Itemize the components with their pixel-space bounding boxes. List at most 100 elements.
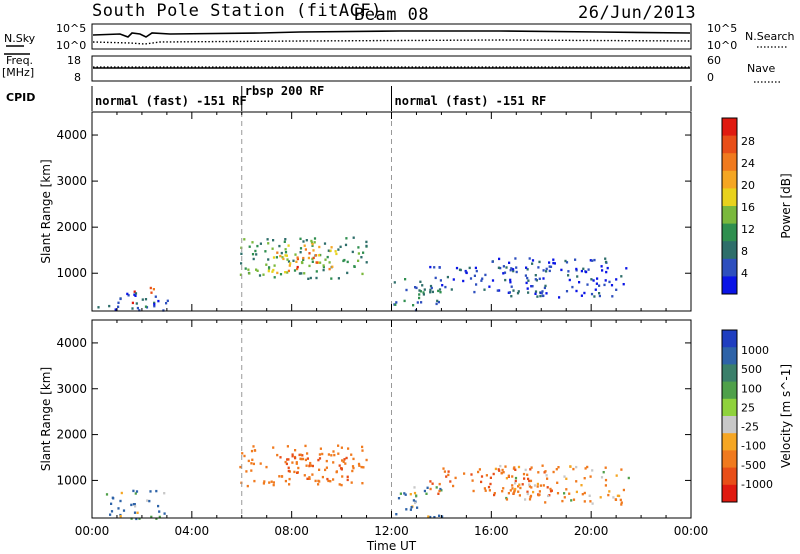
data-cell <box>357 246 360 249</box>
freq-tick-bottom: 8 <box>74 71 81 84</box>
data-cell <box>287 269 290 273</box>
data-cell <box>439 279 442 282</box>
data-cell <box>548 269 551 273</box>
data-cell <box>542 484 545 487</box>
data-cell <box>333 453 336 457</box>
data-cell <box>122 509 126 512</box>
data-cell <box>616 494 619 497</box>
data-cell <box>318 480 321 483</box>
data-cell <box>429 480 432 483</box>
data-cell <box>447 470 450 473</box>
data-cell <box>580 294 583 297</box>
data-cell <box>423 288 426 291</box>
data-cell <box>598 294 601 298</box>
data-cell <box>332 478 335 481</box>
data-cell <box>501 490 504 493</box>
data-cell <box>549 487 552 491</box>
data-cell <box>493 493 496 497</box>
data-cell <box>403 492 406 495</box>
data-cell <box>307 256 310 260</box>
data-cell <box>429 288 432 292</box>
data-cell <box>268 266 271 269</box>
data-cell <box>444 285 447 289</box>
data-cell <box>545 474 548 477</box>
data-cell <box>575 480 578 483</box>
data-cell <box>344 462 347 465</box>
data-cell <box>575 490 578 494</box>
data-cell <box>267 267 271 270</box>
y-tick-label: 2000 <box>56 220 87 234</box>
data-cell <box>262 273 265 276</box>
data-cell <box>148 499 151 503</box>
data-cell <box>512 492 515 495</box>
velocity-colorbar-band <box>722 433 737 451</box>
data-cell <box>252 445 255 448</box>
power-colorbar-band <box>722 241 737 260</box>
data-cell <box>315 270 318 273</box>
data-cell <box>299 237 302 240</box>
data-cell <box>339 467 343 470</box>
data-cell <box>620 503 623 506</box>
data-cell <box>475 283 478 286</box>
data-cell <box>493 492 496 495</box>
data-cell <box>465 271 468 275</box>
data-cell <box>141 298 144 301</box>
data-cell <box>321 452 324 456</box>
data-cell <box>155 489 158 493</box>
data-cell <box>608 280 611 284</box>
data-cell <box>544 470 547 473</box>
beam-title: Beam 08 <box>354 5 429 25</box>
x-tick-label: 04:00 <box>175 524 210 538</box>
data-cell <box>575 465 578 469</box>
data-cell <box>588 494 591 497</box>
data-cell <box>397 497 401 500</box>
data-cell <box>341 459 344 462</box>
data-cell <box>422 291 425 294</box>
data-cell <box>330 454 333 457</box>
data-cell <box>284 460 287 464</box>
data-cell <box>394 303 397 306</box>
nave-tick-bottom: 0 <box>707 71 714 84</box>
data-cell <box>272 256 276 259</box>
data-cell <box>414 286 417 289</box>
data-cell <box>146 499 149 502</box>
data-cell <box>284 251 288 254</box>
data-cell <box>117 507 120 510</box>
data-cell <box>572 467 575 471</box>
data-cell <box>117 305 120 308</box>
data-cell <box>318 453 321 456</box>
data-cell <box>108 304 111 308</box>
data-cell <box>528 485 531 488</box>
data-cell <box>357 259 360 262</box>
data-cell <box>519 486 522 490</box>
data-cell <box>583 491 586 495</box>
data-cell <box>583 500 586 503</box>
data-cell <box>130 517 133 520</box>
data-cell <box>149 490 152 493</box>
data-cell <box>531 285 534 288</box>
data-cell <box>252 257 255 261</box>
data-cell <box>157 299 160 303</box>
data-cell <box>337 248 340 251</box>
freq-label-1: Freq. <box>6 54 33 67</box>
data-cell <box>415 286 418 290</box>
data-cell <box>325 466 328 469</box>
data-cell <box>534 290 538 293</box>
data-cell <box>329 249 332 252</box>
power-colorbar-band <box>722 258 737 277</box>
colorbars: 28 24 20 16 12 8 4 Power [dB] 1000 500 100 25 -25 -10… <box>721 117 793 503</box>
data-cell <box>256 244 259 248</box>
data-cell <box>352 457 355 461</box>
data-cell <box>337 277 340 280</box>
data-cell <box>155 517 158 520</box>
data-cell <box>514 487 517 491</box>
data-cell <box>165 302 168 305</box>
data-cell <box>346 260 349 264</box>
data-cell <box>340 446 343 449</box>
data-cell <box>263 480 266 483</box>
data-cell <box>243 238 246 241</box>
data-cell <box>126 292 129 296</box>
velocity-colorbar-tick: -1000 <box>741 478 773 491</box>
data-cell <box>563 492 566 495</box>
